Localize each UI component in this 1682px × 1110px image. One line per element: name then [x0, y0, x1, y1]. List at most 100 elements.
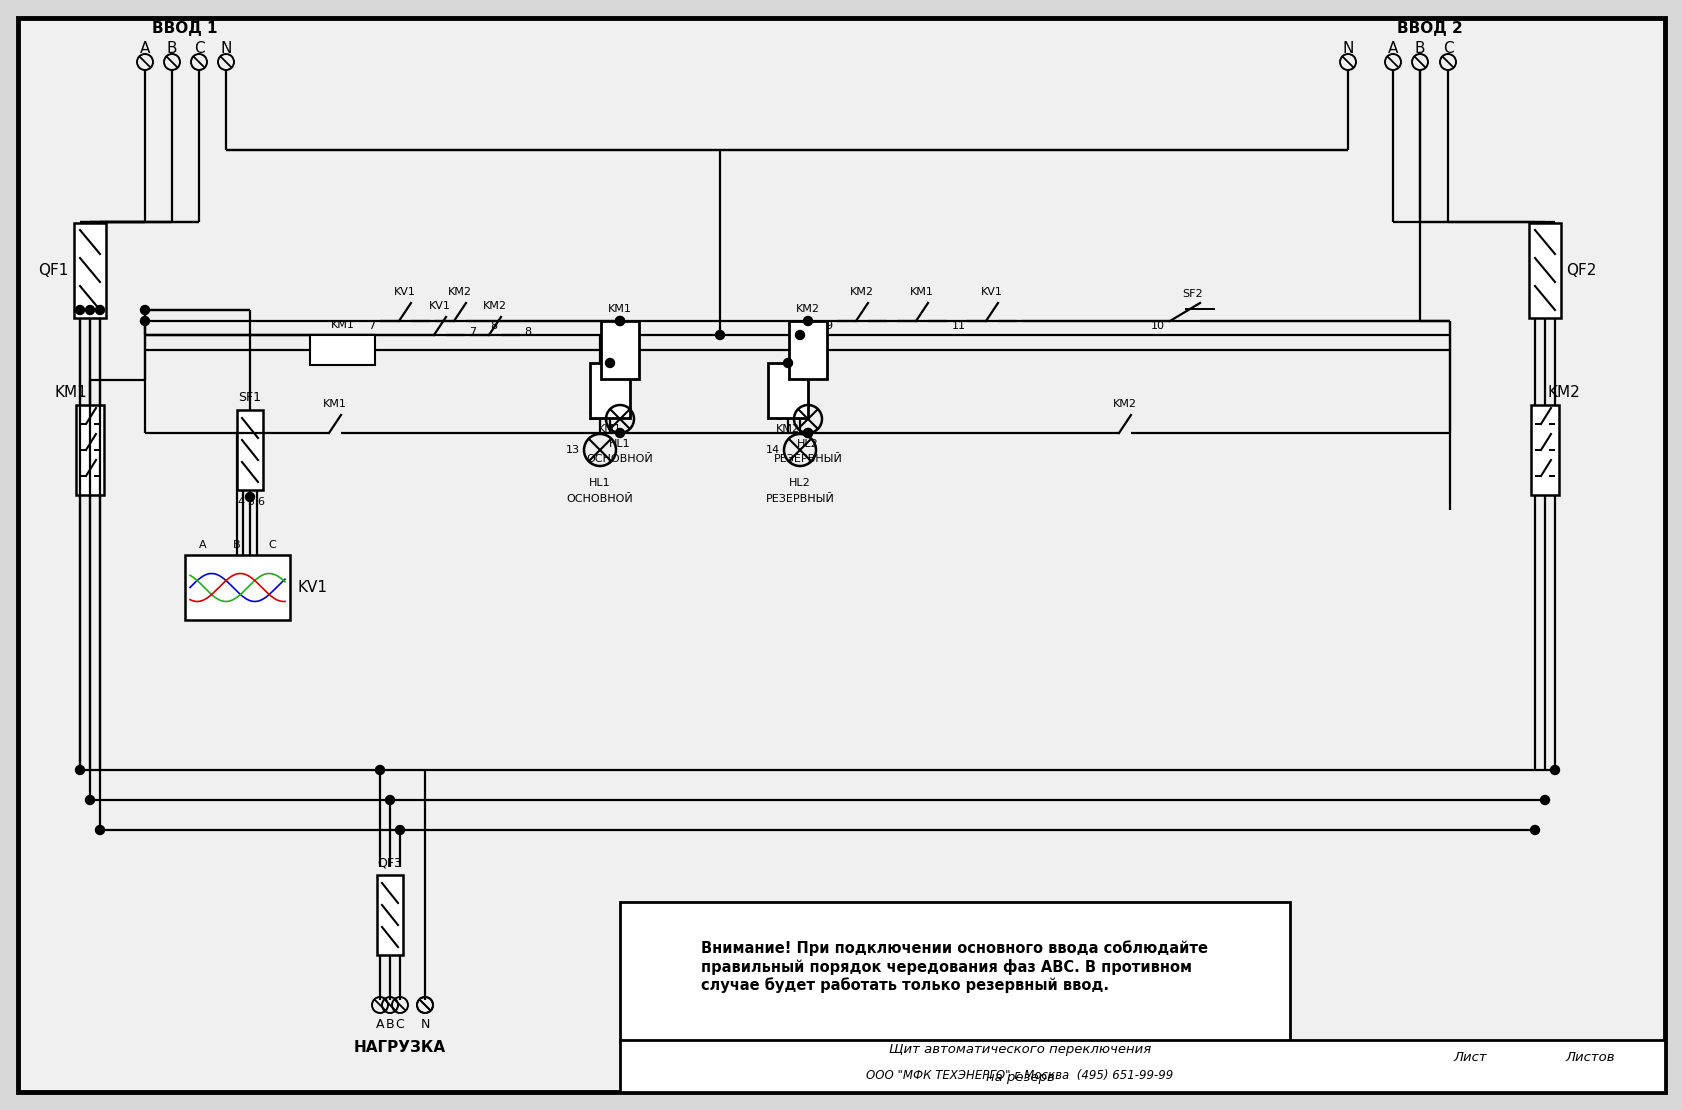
Text: HL1: HL1	[589, 478, 611, 488]
Text: SF1: SF1	[239, 391, 261, 404]
Text: HL2: HL2	[789, 478, 811, 488]
Text: KV1: KV1	[298, 581, 328, 595]
Text: на резерв: на резерв	[986, 1071, 1053, 1084]
Text: 13: 13	[587, 412, 602, 422]
Text: 4: 4	[237, 497, 244, 507]
Text: KM1: KM1	[607, 304, 631, 314]
Text: B: B	[234, 539, 241, 549]
Circle shape	[802, 428, 812, 437]
Text: KM2: KM2	[849, 287, 873, 297]
Text: KM1: KM1	[597, 424, 622, 434]
Text: 14: 14	[765, 445, 779, 455]
Text: ОСНОВНОЙ: ОСНОВНОЙ	[587, 454, 653, 464]
Text: QF1: QF1	[39, 262, 69, 278]
Circle shape	[140, 305, 150, 314]
Text: ООО "МФК ТЕХЭНЕРГО" г.Москва  (495) 651-99-99: ООО "МФК ТЕХЭНЕРГО" г.Москва (495) 651-9…	[866, 1069, 1172, 1082]
Text: QF2: QF2	[1564, 262, 1596, 278]
Text: 10: 10	[1150, 321, 1164, 331]
Circle shape	[96, 826, 104, 835]
Circle shape	[385, 796, 394, 805]
Circle shape	[395, 826, 404, 835]
Text: РЕЗЕРВНЫЙ: РЕЗЕРВНЫЙ	[774, 454, 843, 464]
Circle shape	[616, 428, 624, 437]
Text: C: C	[1441, 40, 1453, 56]
Bar	[789, 321, 826, 379]
Bar	[377, 875, 402, 955]
Circle shape	[784, 359, 792, 367]
Text: KV1: KV1	[981, 287, 1002, 297]
Text: C: C	[395, 1019, 404, 1031]
Text: KM2: KM2	[1112, 398, 1137, 408]
Circle shape	[1549, 766, 1559, 775]
Text: B: B	[385, 1019, 394, 1031]
Text: 8: 8	[523, 327, 532, 337]
Text: A: A	[198, 539, 207, 549]
Text: KM1: KM1	[323, 398, 346, 408]
Text: KM2: KM2	[1547, 385, 1579, 400]
Bar	[76, 405, 104, 495]
Text: 13: 13	[565, 445, 580, 455]
Circle shape	[76, 766, 84, 775]
Circle shape	[375, 766, 383, 775]
Bar	[309, 335, 375, 365]
Text: 7: 7	[469, 327, 476, 337]
Bar	[1531, 405, 1558, 495]
Text: НАГРУЗКА: НАГРУЗКА	[353, 1040, 446, 1056]
Text: KV1: KV1	[429, 301, 451, 311]
Bar	[74, 222, 106, 317]
Bar	[619, 902, 1288, 1042]
Text: SF2: SF2	[1181, 289, 1203, 299]
Text: HL2: HL2	[797, 438, 819, 450]
Circle shape	[76, 305, 84, 314]
Circle shape	[616, 316, 624, 325]
Text: N: N	[220, 40, 232, 56]
Text: 11: 11	[952, 321, 965, 331]
Text: KM1: KM1	[330, 320, 355, 330]
Circle shape	[802, 316, 812, 325]
Circle shape	[616, 316, 624, 325]
Text: A: A	[1388, 40, 1398, 56]
Text: QF3: QF3	[377, 856, 402, 869]
Bar	[237, 410, 262, 490]
Circle shape	[86, 305, 94, 314]
Circle shape	[715, 331, 723, 340]
Bar	[767, 363, 807, 418]
Text: 5: 5	[247, 497, 254, 507]
Text: 6: 6	[257, 497, 264, 507]
Circle shape	[1539, 796, 1549, 805]
Circle shape	[246, 493, 254, 502]
Text: KM1: KM1	[910, 287, 934, 297]
Circle shape	[1529, 826, 1539, 835]
Text: C: C	[267, 539, 276, 549]
Text: A: A	[140, 40, 150, 56]
Bar	[600, 321, 639, 379]
Text: ВВОД 1: ВВОД 1	[151, 20, 217, 36]
Text: 7: 7	[368, 321, 375, 331]
Text: ОСНОВНОЙ: ОСНОВНОЙ	[567, 494, 632, 504]
Bar	[619, 1040, 1663, 1092]
Text: KM2: KM2	[775, 424, 799, 434]
Circle shape	[86, 796, 94, 805]
Circle shape	[606, 359, 614, 367]
Text: N: N	[1342, 40, 1352, 56]
Text: A: A	[375, 1019, 383, 1031]
Text: Внимание! При подключении основного ввода соблюдайте
правильный порядок чередова: Внимание! При подключении основного ввод…	[701, 940, 1208, 993]
Text: ВВОД 2: ВВОД 2	[1396, 20, 1462, 36]
Text: 8: 8	[489, 321, 496, 331]
Text: РЕЗЕРВНЫЙ: РЕЗЕРВНЫЙ	[765, 494, 834, 504]
Text: Лист: Лист	[1452, 1050, 1485, 1063]
Text: 14: 14	[775, 412, 789, 422]
Circle shape	[96, 305, 104, 314]
Text: B: B	[1415, 40, 1425, 56]
Text: KM2: KM2	[447, 287, 471, 297]
Text: HL1: HL1	[609, 438, 631, 450]
Bar	[185, 555, 289, 620]
Text: KM1: KM1	[54, 385, 87, 400]
Text: N: N	[420, 1019, 429, 1031]
Bar	[1527, 222, 1561, 317]
Circle shape	[140, 316, 150, 325]
Circle shape	[802, 428, 812, 437]
Text: B: B	[167, 40, 177, 56]
Text: KM2: KM2	[483, 301, 506, 311]
Text: Листов: Листов	[1564, 1050, 1613, 1063]
